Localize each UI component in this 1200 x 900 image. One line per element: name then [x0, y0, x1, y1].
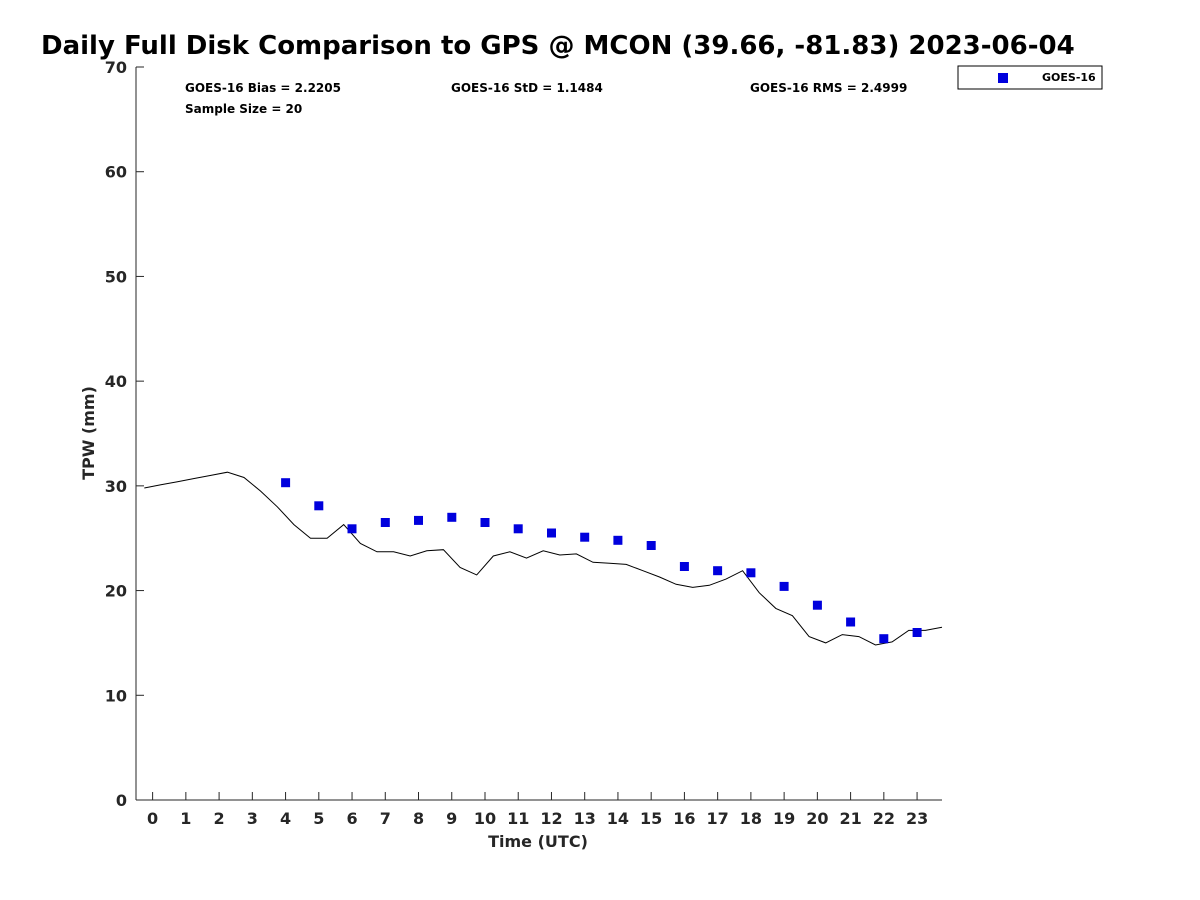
x-tick-label: 20	[806, 809, 828, 828]
x-tick-label: 16	[673, 809, 695, 828]
x-tick-label: 3	[247, 809, 258, 828]
goes16-point	[679, 562, 689, 571]
x-tick-label: 19	[773, 809, 795, 828]
x-tick-label: 5	[313, 809, 324, 828]
goes16-point	[779, 581, 789, 591]
goes16-point	[713, 566, 723, 576]
goes16-point	[613, 535, 623, 545]
legend: GOES-16	[957, 65, 1103, 90]
goes16-point	[746, 568, 756, 578]
chart-title: Daily Full Disk Comparison to GPS @ MCON…	[41, 31, 1075, 61]
goes16-point	[513, 524, 523, 534]
gps-series-line	[144, 471, 943, 646]
x-tick-label: 21	[839, 809, 861, 828]
x-tick-label: 9	[446, 809, 457, 828]
sample-size-stat: Sample Size = 20	[185, 102, 302, 116]
rms-stat: GOES-16 RMS = 2.4999	[750, 81, 907, 95]
goes16-point	[447, 512, 457, 522]
goes16-point	[281, 478, 291, 488]
x-tick-label: 23	[906, 809, 928, 828]
legend-box	[957, 65, 1103, 90]
y-ticks: 0 10 20 30 40 50 60 70	[105, 58, 144, 810]
x-tick-label: 15	[640, 809, 662, 828]
x-tick-label: 18	[740, 809, 762, 828]
goes16-point	[314, 501, 324, 511]
x-tick-label: 2	[214, 809, 225, 828]
goes16-point	[480, 518, 490, 527]
x-tick-label: 17	[707, 809, 729, 828]
goes16-point	[879, 634, 889, 644]
x-tick-label: 13	[574, 809, 596, 828]
y-tick-label: 20	[105, 582, 127, 601]
x-tick-label: 8	[413, 809, 424, 828]
series-layer	[144, 471, 943, 646]
x-tick-label: 0	[147, 809, 158, 828]
bias-stat: GOES-16 Bias = 2.2205	[185, 81, 341, 95]
x-tick-label: 22	[873, 809, 895, 828]
goes16-point	[846, 617, 856, 627]
x-tick-label: 10	[474, 809, 496, 828]
y-tick-label: 30	[105, 477, 127, 496]
x-tick-label: 14	[607, 809, 629, 828]
x-tick-label: 11	[507, 809, 529, 828]
x-tick-label: 4	[280, 809, 291, 828]
x-axis-label: Time (UTC)	[488, 832, 588, 851]
goes16-point	[414, 515, 423, 525]
y-tick-label: 0	[116, 791, 127, 810]
goes16-point	[380, 518, 390, 527]
y-tick-label: 50	[105, 267, 127, 286]
x-tick-label: 7	[380, 809, 391, 828]
x-tick-label: 6	[346, 809, 357, 828]
goes16-point	[646, 541, 656, 550]
legend-label-goes16: GOES-16	[1042, 71, 1096, 84]
std-stat: GOES-16 StD = 1.1484	[451, 81, 603, 95]
y-tick-label: 40	[105, 372, 127, 391]
y-tick-label: 60	[105, 163, 127, 182]
goes16-point	[812, 600, 822, 610]
y-axis-label: TPW (mm)	[79, 386, 98, 480]
goes16-point	[912, 628, 922, 637]
plot-area	[135, 67, 942, 801]
legend-marker	[998, 73, 1008, 83]
goes16-point	[547, 528, 556, 538]
goes16-point	[580, 532, 590, 542]
x-ticks: 0 1 2 3 4 5 6 7 8 9 10 11 12 13 14 15 16 17 18 19 20 21 22 23	[147, 792, 928, 828]
y-tick-label: 70	[105, 58, 127, 77]
y-tick-label: 10	[105, 686, 127, 705]
goes16-point	[347, 524, 357, 534]
x-tick-label: 12	[540, 809, 562, 828]
x-tick-label: 1	[180, 809, 191, 828]
